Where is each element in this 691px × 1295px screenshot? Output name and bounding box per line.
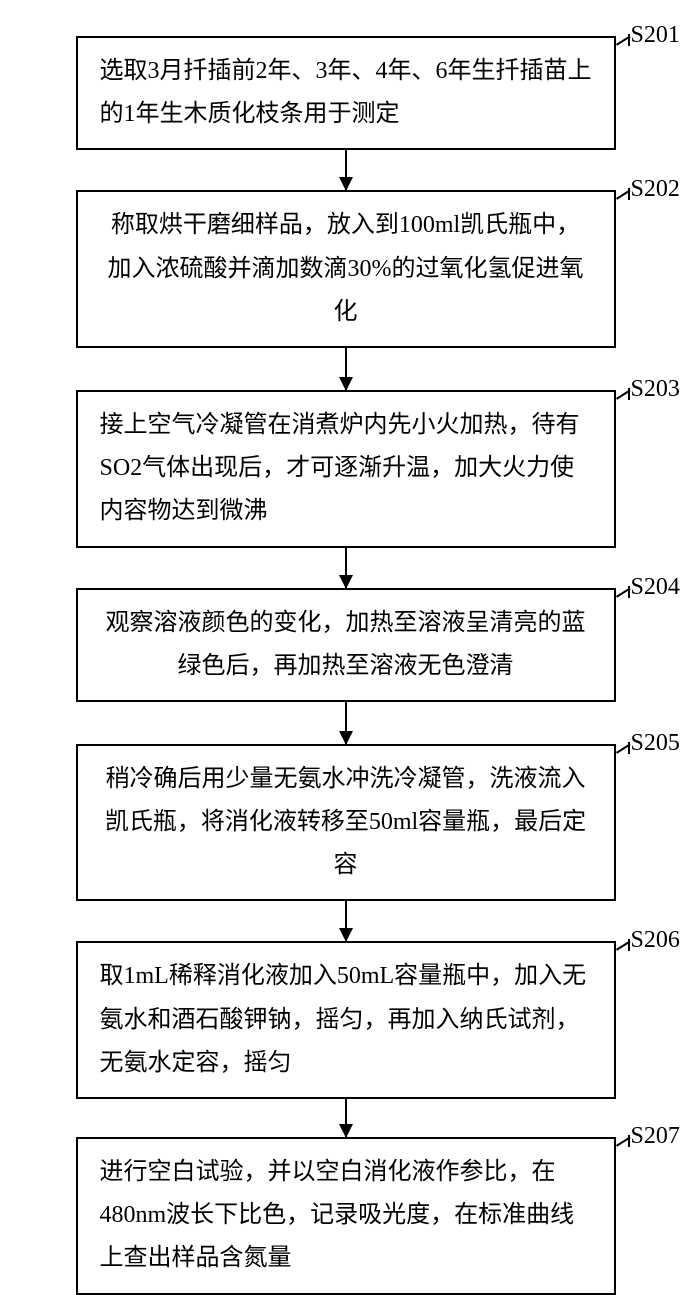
step-7: S207进行空白试验，并以空白消化液作参比，在480nm波长下比色，记录吸光度，… [76, 1137, 616, 1295]
step-text: 进行空白试验，并以空白消化液作参比，在480nm波长下比色，记录吸光度，在标准曲… [100, 1159, 575, 1271]
arrow-down-icon [345, 348, 347, 390]
step-box: 取1mL稀释消化液加入50mL容量瓶中，加入无氨水和酒石酸钾钠，摇匀，再加入纳氏… [76, 941, 616, 1099]
step-box: 观察溶液颜色的变化，加热至溶液呈清亮的蓝绿色后，再加热至溶液无色澄清 [76, 588, 616, 702]
step-box: 选取3月扦插前2年、3年、4年、6年生扦插苗上的1年生木质化枝条用于测定 [76, 36, 616, 150]
step-4: S204观察溶液颜色的变化，加热至溶液呈清亮的蓝绿色后，再加热至溶液无色澄清 [76, 588, 616, 702]
arrow-down-icon [345, 150, 347, 190]
step-3: S203接上空气冷凝管在消煮炉内先小火加热，待有SO2气体出现后，才可逐渐升温，… [76, 390, 616, 548]
step-text: 选取3月扦插前2年、3年、4年、6年生扦插苗上的1年生木质化枝条用于测定 [100, 58, 592, 127]
step-text: 观察溶液颜色的变化，加热至溶液呈清亮的蓝绿色后，再加热至溶液无色澄清 [106, 610, 586, 679]
step-label: S204 [631, 574, 680, 601]
step-1: S201选取3月扦插前2年、3年、4年、6年生扦插苗上的1年生木质化枝条用于测定 [76, 36, 616, 150]
step-2: S202称取烘干磨细样品，放入到100ml凯氏瓶中，加入浓硫酸并滴加数滴30%的… [76, 190, 616, 348]
step-label: S207 [631, 1123, 680, 1150]
step-label: S206 [631, 927, 680, 954]
arrow-down-icon [345, 548, 347, 588]
step-label: S201 [631, 22, 680, 49]
step-text: 取1mL稀释消化液加入50mL容量瓶中，加入无氨水和酒石酸钾钠，摇匀，再加入纳氏… [100, 963, 587, 1075]
step-5: S205稍冷确后用少量无氨水冲洗冷凝管，洗液流入凯氏瓶，将消化液转移至50ml容… [76, 744, 616, 902]
arrow-down-icon [345, 901, 347, 941]
step-label: S203 [631, 376, 680, 403]
step-text: 稍冷确后用少量无氨水冲洗冷凝管，洗液流入凯氏瓶，将消化液转移至50ml容量瓶，最… [105, 766, 586, 878]
step-box: 接上空气冷凝管在消煮炉内先小火加热，待有SO2气体出现后，才可逐渐升温，加大火力… [76, 390, 616, 548]
step-label: S202 [631, 176, 680, 203]
step-box: 称取烘干磨细样品，放入到100ml凯氏瓶中，加入浓硫酸并滴加数滴30%的过氧化氢… [76, 190, 616, 348]
step-text: 称取烘干磨细样品，放入到100ml凯氏瓶中，加入浓硫酸并滴加数滴30%的过氧化氢… [108, 212, 584, 324]
step-label: S205 [631, 730, 680, 757]
step-6: S206取1mL稀释消化液加入50mL容量瓶中，加入无氨水和酒石酸钾钠，摇匀，再… [76, 941, 616, 1099]
step-text: 接上空气冷凝管在消煮炉内先小火加热，待有SO2气体出现后，才可逐渐升温，加大火力… [100, 412, 580, 524]
step-box: 进行空白试验，并以空白消化液作参比，在480nm波长下比色，记录吸光度，在标准曲… [76, 1137, 616, 1295]
step-box: 稍冷确后用少量无氨水冲洗冷凝管，洗液流入凯氏瓶，将消化液转移至50ml容量瓶，最… [76, 744, 616, 902]
arrow-down-icon [345, 1099, 347, 1137]
arrow-down-icon [345, 702, 347, 744]
